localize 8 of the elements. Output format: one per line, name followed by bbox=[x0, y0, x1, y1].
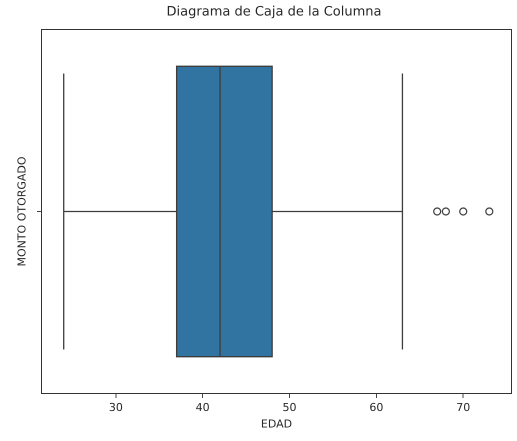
chart-title: Diagrama de Caja de la Columna bbox=[166, 4, 382, 20]
x-tick-label: 30 bbox=[108, 401, 123, 414]
x-tick-label: 60 bbox=[369, 401, 384, 414]
y-axis-title: MONTO OTORGADO bbox=[15, 156, 28, 267]
x-axis-title: EDAD bbox=[260, 417, 292, 430]
x-tick-label: 70 bbox=[456, 401, 470, 414]
x-tick-label: 50 bbox=[282, 401, 297, 414]
x-tick-label: 40 bbox=[196, 401, 210, 414]
